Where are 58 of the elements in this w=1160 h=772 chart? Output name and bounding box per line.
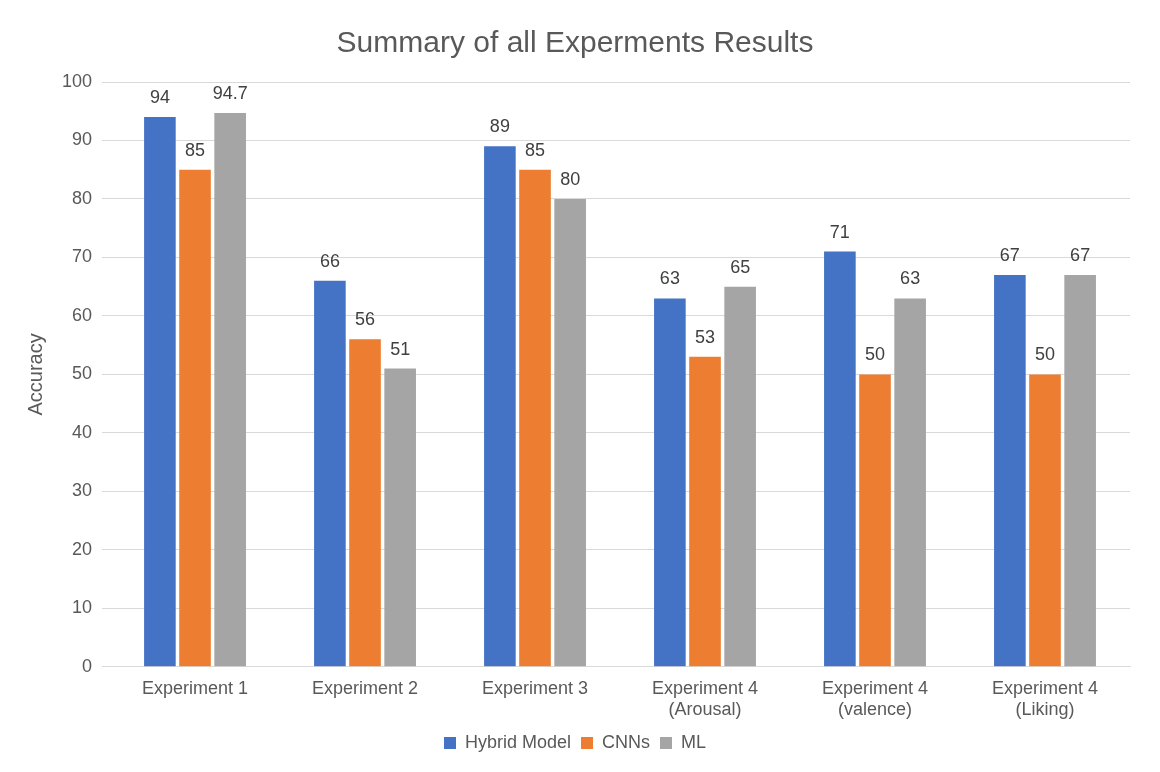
y-tick-label: 100 [61, 70, 93, 91]
y-tick-label: 80 [72, 187, 93, 208]
bar [314, 280, 346, 667]
data-label: 94 [149, 87, 170, 108]
bar [554, 198, 586, 667]
bar [179, 169, 211, 667]
data-label: 80 [560, 168, 581, 189]
bar [824, 251, 856, 667]
y-tick-label: 90 [72, 129, 93, 150]
bar [894, 298, 926, 667]
x-tick-label: Experiment 4 (Liking) [991, 677, 1099, 720]
bar [859, 374, 891, 667]
data-label: 53 [695, 326, 716, 347]
legend-label: CNNs [602, 731, 651, 752]
bar [144, 117, 176, 667]
y-tick-label: 40 [72, 421, 93, 442]
y-tick-label: 10 [72, 597, 93, 618]
y-axis-title: Accuracy [23, 333, 46, 416]
bar [1029, 374, 1061, 667]
bar [1064, 274, 1096, 667]
x-tick-label: Experiment 1 [142, 677, 249, 698]
data-label: 94.7 [212, 82, 248, 103]
data-label: 67 [1070, 244, 1091, 265]
bar [349, 339, 381, 667]
data-label: 56 [355, 309, 376, 330]
y-tick-label: 0 [82, 655, 93, 676]
x-tick-label: Experiment 4 (Arousal) [651, 677, 759, 720]
data-label: 63 [900, 268, 921, 289]
data-label: 50 [1034, 344, 1056, 365]
bar [214, 112, 246, 667]
bar [654, 298, 686, 667]
bar [484, 146, 516, 667]
y-tick-label: 70 [72, 246, 93, 267]
data-label: 71 [829, 221, 850, 242]
data-label: 63 [659, 268, 680, 289]
y-tick-label: 50 [72, 363, 93, 384]
data-label: 50 [864, 344, 886, 365]
data-label: 66 [319, 250, 340, 271]
data-label: 67 [999, 244, 1020, 265]
data-label: 89 [489, 116, 510, 137]
x-tick-label: Experiment 4 (valence) [821, 677, 929, 720]
data-label: 65 [730, 256, 751, 277]
x-tick-label: Experiment 3 [481, 677, 589, 698]
chart-title: Summary of all Experments Results [336, 25, 814, 59]
bar [384, 368, 416, 667]
bar [724, 286, 756, 667]
bar [519, 169, 551, 667]
y-tick-label: 60 [72, 304, 93, 325]
bar [689, 356, 721, 667]
legend-label: Hybrid Model [464, 731, 572, 752]
data-label: 85 [525, 139, 546, 160]
data-label: 85 [185, 139, 206, 160]
y-tick-label: 20 [72, 538, 93, 559]
y-tick-label: 30 [72, 480, 93, 501]
legend-label: ML [681, 731, 707, 752]
data-label: 51 [390, 338, 411, 359]
bar [994, 274, 1026, 667]
x-tick-label: Experiment 2 [311, 677, 419, 698]
